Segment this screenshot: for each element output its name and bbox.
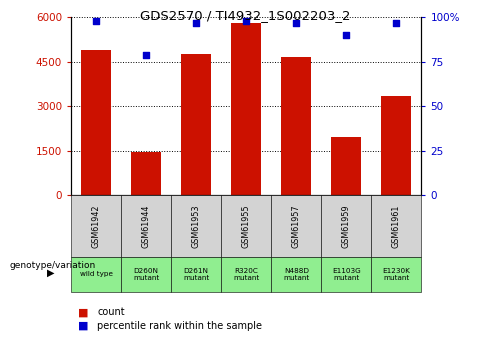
Bar [331,137,361,195]
Text: GSM61957: GSM61957 [292,204,301,248]
Text: D260N
mutant: D260N mutant [133,268,159,281]
Text: wild type: wild type [79,271,113,277]
Text: N488D
mutant: N488D mutant [283,268,309,281]
Bar [381,96,412,195]
Text: count: count [97,307,124,317]
Text: ▶: ▶ [47,268,54,277]
Point [392,20,400,25]
Point [343,32,350,38]
Text: R320C
mutant: R320C mutant [233,268,259,281]
Text: E1230K
mutant: E1230K mutant [382,268,410,281]
Text: genotype/variation: genotype/variation [10,261,96,270]
Point [142,52,150,57]
Bar [131,152,161,195]
Point [242,18,250,23]
Text: GSM61944: GSM61944 [142,204,150,248]
Text: GSM61955: GSM61955 [242,204,251,248]
Bar [81,50,111,195]
Bar [231,23,261,195]
Text: D261N
mutant: D261N mutant [183,268,209,281]
Text: GSM61953: GSM61953 [192,204,201,248]
Text: GSM61959: GSM61959 [342,204,351,248]
Text: ■: ■ [78,307,89,317]
Point [293,20,300,25]
Bar [281,57,311,195]
Text: E1103G
mutant: E1103G mutant [332,268,361,281]
Text: ■: ■ [78,321,89,331]
Bar [181,54,211,195]
Text: percentile rank within the sample: percentile rank within the sample [97,321,262,331]
Text: GDS2570 / TI4932_1S002203_2: GDS2570 / TI4932_1S002203_2 [140,9,350,22]
Text: GSM61961: GSM61961 [392,204,401,248]
Point [92,18,100,23]
Text: GSM61942: GSM61942 [92,204,100,248]
Point [192,20,200,25]
